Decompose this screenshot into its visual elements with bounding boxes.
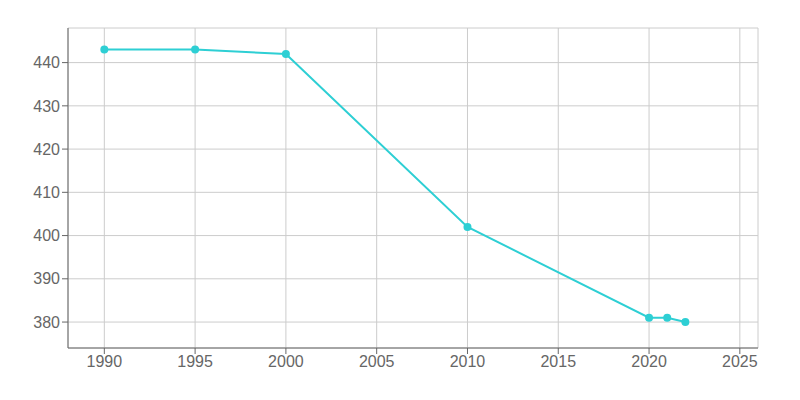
- svg-text:2025: 2025: [722, 353, 758, 370]
- svg-text:2015: 2015: [540, 353, 576, 370]
- svg-text:390: 390: [33, 270, 60, 287]
- svg-text:1990: 1990: [87, 353, 123, 370]
- svg-text:410: 410: [33, 184, 60, 201]
- svg-text:2000: 2000: [268, 353, 304, 370]
- svg-text:2020: 2020: [631, 353, 667, 370]
- svg-text:440: 440: [33, 54, 60, 71]
- svg-text:420: 420: [33, 141, 60, 158]
- svg-text:1995: 1995: [177, 353, 213, 370]
- svg-text:2010: 2010: [450, 353, 486, 370]
- svg-text:2005: 2005: [359, 353, 395, 370]
- svg-text:400: 400: [33, 227, 60, 244]
- svg-text:380: 380: [33, 314, 60, 331]
- svg-text:430: 430: [33, 98, 60, 115]
